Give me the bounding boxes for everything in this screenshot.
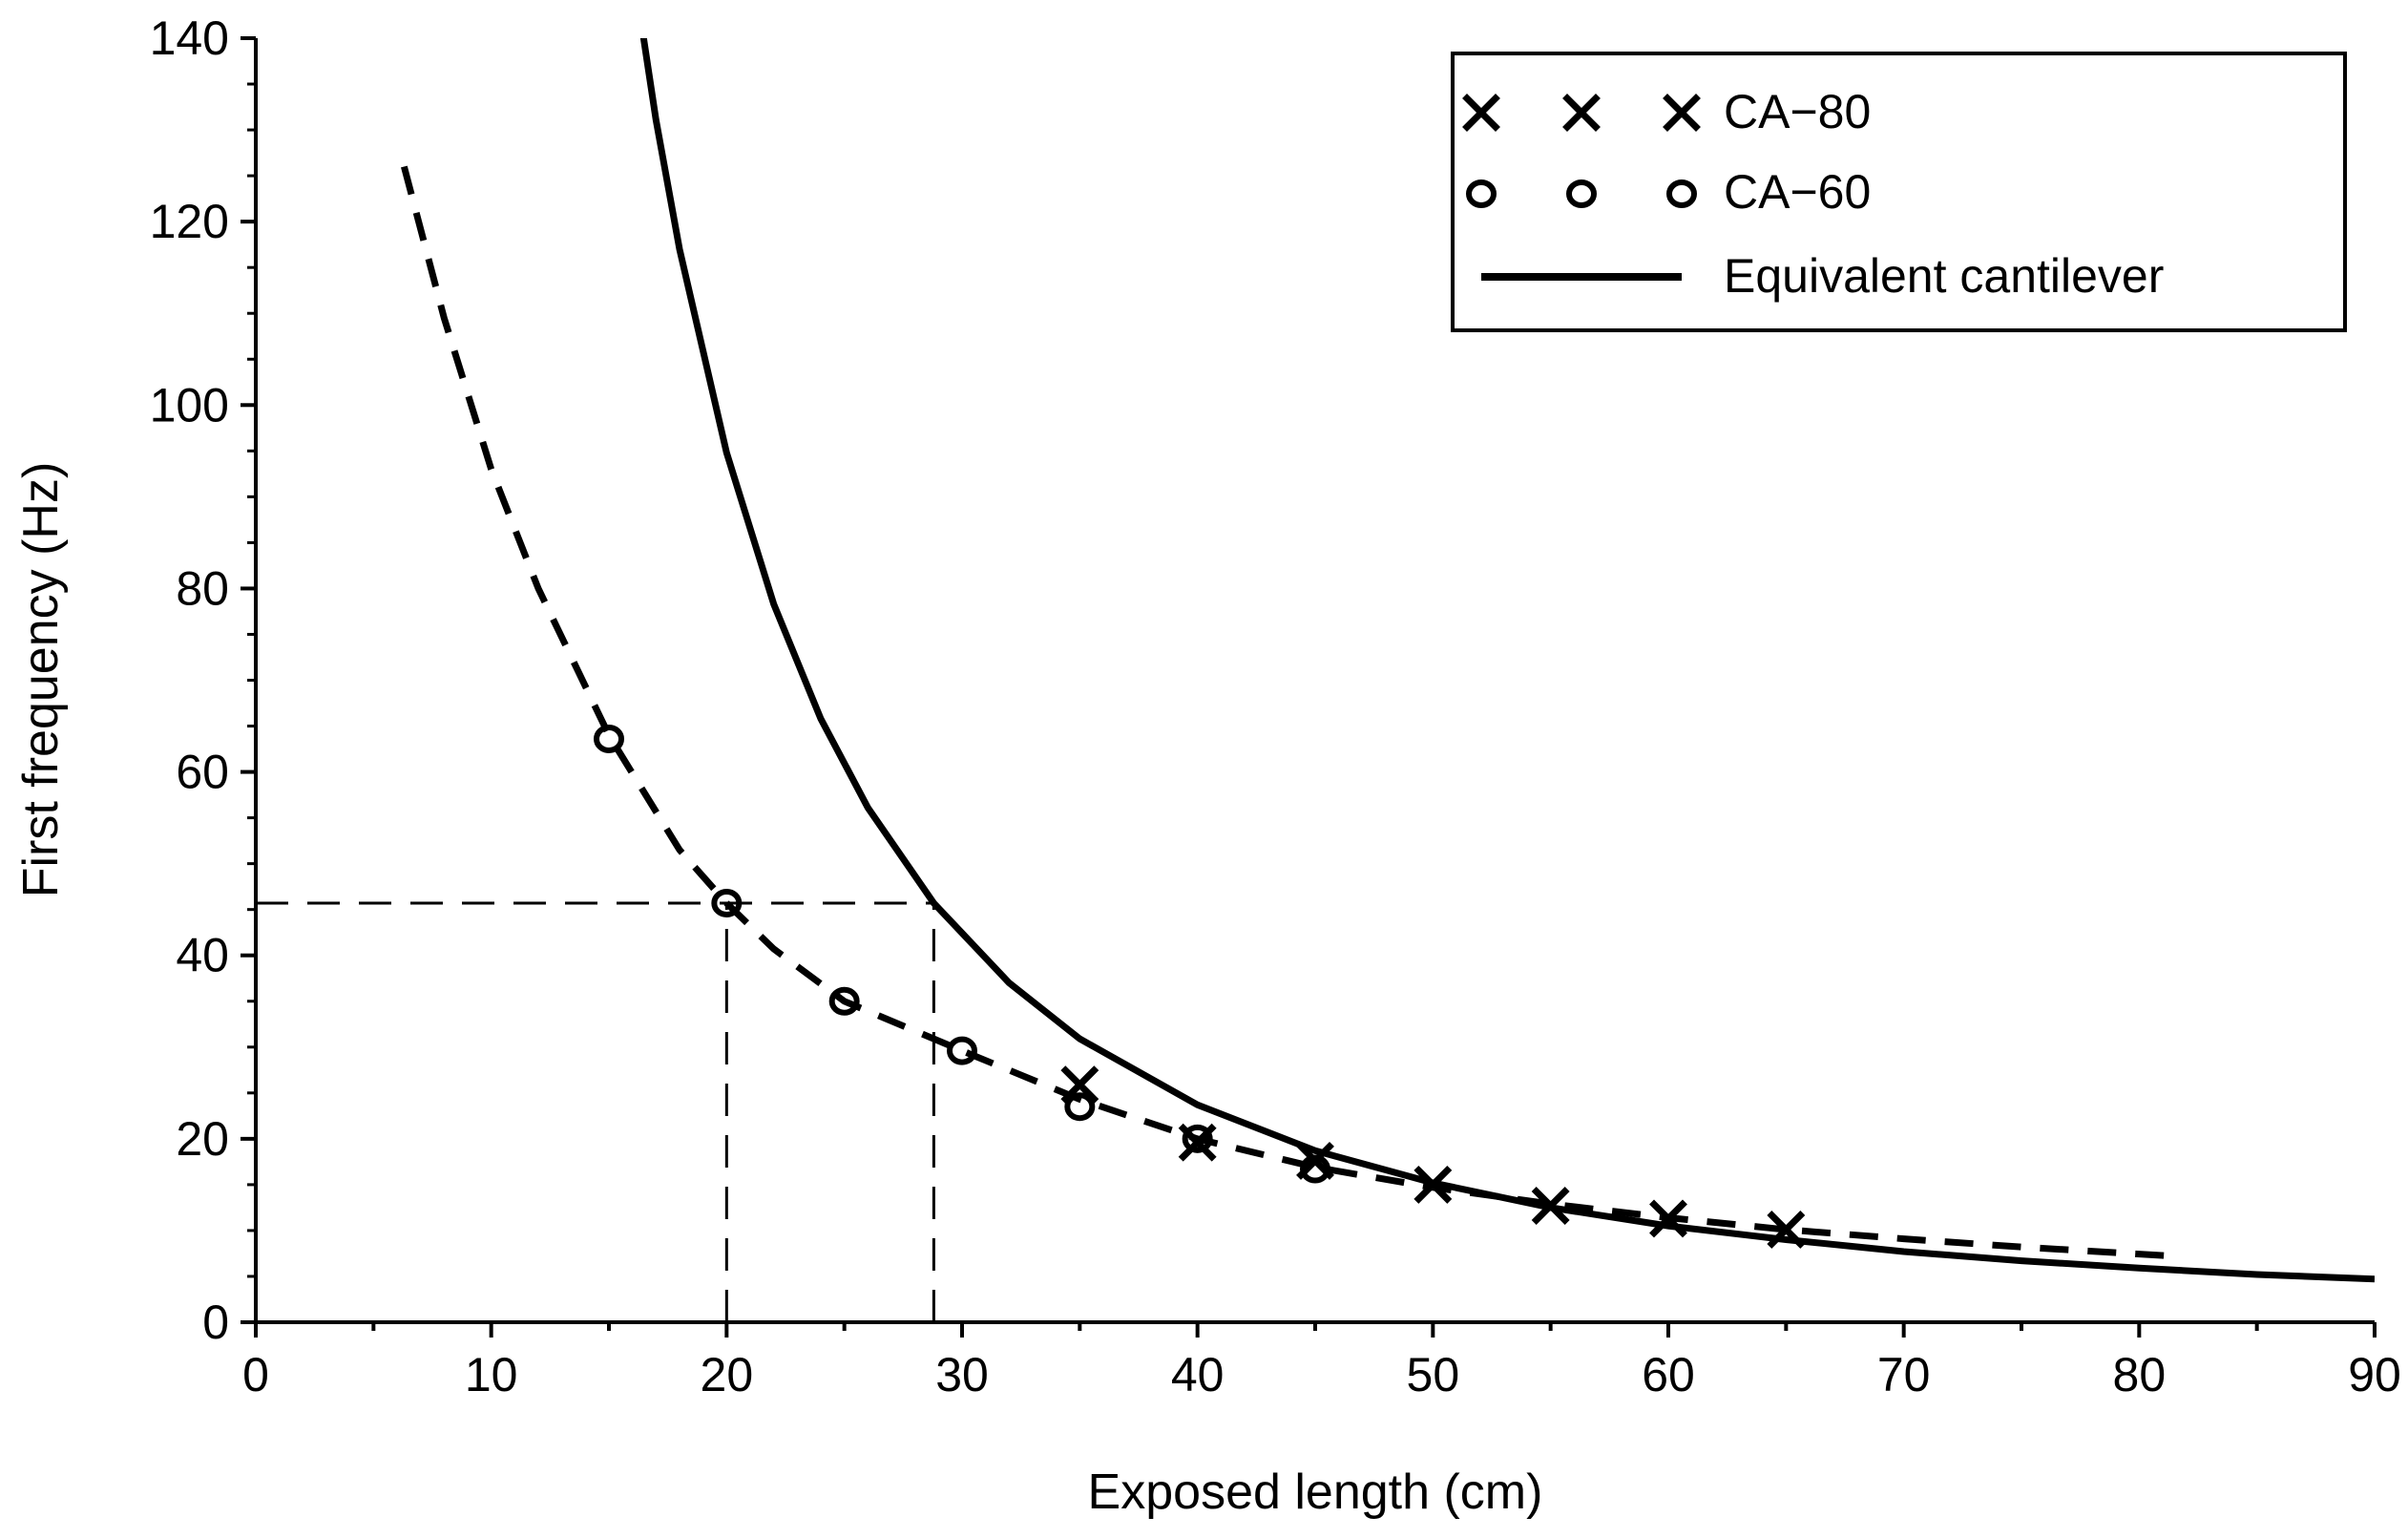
ca60-point: [1064, 1092, 1096, 1122]
x-tick-label: 90: [2348, 1348, 2401, 1401]
ca60-point: [1300, 1154, 1330, 1184]
ca80-point: [1767, 1211, 1806, 1249]
legend-label-ca60: CA−60: [1724, 165, 1871, 219]
y-tick-label: 100: [150, 378, 229, 432]
x-tick-label: 60: [1642, 1348, 1695, 1401]
ca80-point: [1413, 1165, 1453, 1204]
ca60-point: [594, 724, 624, 753]
x-tick-label: 70: [1877, 1348, 1931, 1401]
legend-entry-ca80: [1462, 94, 1701, 132]
legend-label-ca80: CA−80: [1724, 85, 1871, 138]
y-tick-label: 80: [176, 561, 229, 615]
legend: CA−80 CA−60 Equivalent cantilever: [1451, 52, 2347, 332]
ca80-point: [1060, 1065, 1099, 1105]
plot-area: [256, 38, 2375, 1322]
x-tick-label: 10: [465, 1348, 518, 1401]
ca60-point: [947, 1036, 977, 1065]
ca80-point: [1649, 1199, 1687, 1238]
y-tick-label: 120: [150, 195, 229, 248]
axes: 0 10 20 30 40 50 60 70 80 90 0 20 40 60 80 100 120 140: [150, 11, 2401, 1401]
legend-marker-o: [1566, 179, 1597, 208]
legend-marker-o: [1666, 179, 1697, 208]
ca60-point: [711, 888, 743, 917]
x-tick-label: 50: [1407, 1348, 1460, 1401]
x-tick-label: 40: [1171, 1348, 1225, 1401]
x-tick-label: 80: [2113, 1348, 2167, 1401]
legend-marker-x: [1562, 94, 1601, 132]
y-axis-label: First frequency (Hz): [13, 462, 69, 898]
legend-label-cantilever: Equivalent cantilever: [1724, 249, 2164, 303]
legend-marker-o: [1466, 179, 1497, 208]
x-tick-label: 30: [935, 1348, 989, 1401]
x-tick-label: 0: [242, 1348, 269, 1401]
legend-marker-x: [1663, 94, 1701, 132]
y-tick-label: 0: [202, 1296, 229, 1349]
fit-dashed-line: [401, 165, 2175, 1260]
y-tick-label: 40: [176, 929, 229, 982]
y-tick-label: 60: [176, 746, 229, 799]
legend-marker-x: [1462, 94, 1500, 132]
legend-entry-ca60: [1466, 179, 1697, 208]
ca80-point: [1531, 1187, 1570, 1225]
y-tick-label: 140: [150, 11, 229, 65]
ca60-point: [828, 986, 860, 1016]
ca60-point: [1182, 1124, 1213, 1153]
y-tick-label: 20: [176, 1112, 229, 1166]
x-tick-label: 20: [701, 1348, 754, 1401]
legend-box: [1451, 52, 2347, 332]
cantilever-line: [639, 38, 2375, 1283]
x-axis-label: Exposed length (cm): [1088, 1464, 1543, 1520]
